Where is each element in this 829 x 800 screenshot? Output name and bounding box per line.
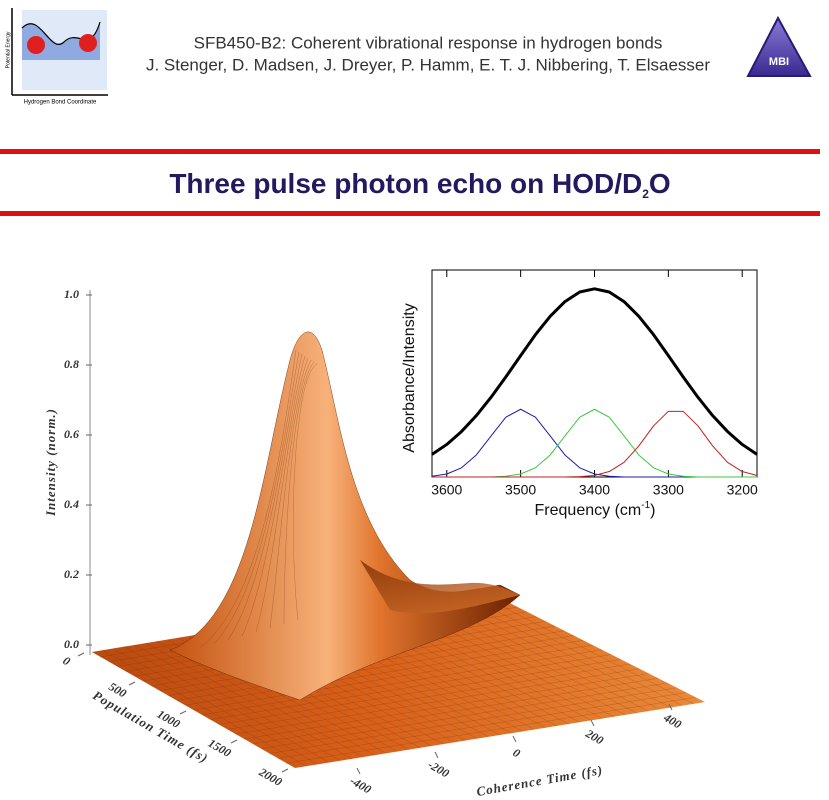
header-subtitle: SFB450-B2: Coherent vibrational response… [194, 33, 663, 52]
mesh-line [124, 646, 330, 763]
peak-mesh [199, 349, 318, 649]
mesh-line [469, 589, 694, 704]
plot-frame [431, 269, 758, 478]
mesh-line [199, 349, 297, 649]
z-tick-label: 1.0 [64, 287, 79, 301]
z-tick-label: 0.2 [64, 567, 79, 581]
coherence-tick [512, 735, 517, 743]
mesh-line [269, 359, 312, 629]
x-tick-label: 3600 [431, 482, 462, 498]
mesh-line [241, 355, 306, 637]
coherence-tick-label: 400 [660, 710, 683, 732]
coherence-tick [356, 767, 361, 775]
z-tick-label: 0.6 [64, 427, 79, 441]
population-tick [230, 739, 238, 744]
mesh-line [293, 363, 318, 621]
x-axis-label: Frequency (cm-1) [535, 500, 656, 520]
coherence-tick-label: -200 [426, 757, 452, 780]
logo-right: MBI [746, 15, 812, 77]
mesh-line [255, 357, 309, 633]
coherence-tick-label: 0 [511, 745, 523, 760]
coherence-tick [590, 719, 595, 727]
title-suffix: O [649, 168, 671, 199]
x-axis-label-sup: -1 [641, 500, 650, 511]
mesh-line [227, 353, 303, 641]
population-tick-label: 0 [61, 653, 73, 668]
coherence-tick-label: -400 [348, 773, 374, 796]
logo-triangle [746, 15, 812, 77]
x-tick-label: 3500 [505, 482, 536, 498]
x-axis-label-suffix: ) [650, 502, 655, 519]
logo-y-label: Potential Energy [5, 31, 11, 68]
coherence-tick-label: 200 [582, 726, 605, 748]
population-tick [281, 768, 289, 773]
coherence-axis-label: Coherence Time (fs) [475, 762, 604, 799]
population-tick [77, 652, 85, 657]
inset-chart: Absorbance/Intensity Frequency (cm-1) 36… [401, 269, 758, 520]
x-tick-label: 3300 [653, 482, 684, 498]
logo-left: Potential Energy Hydrogen Bond Coordinat… [5, 8, 108, 106]
mesh-line [156, 641, 364, 758]
logo-text: MBI [769, 56, 789, 68]
mesh-line [283, 361, 315, 625]
x-tick-label: 3200 [727, 482, 758, 498]
mesh-line [213, 351, 300, 645]
population-tick [128, 681, 136, 686]
mesh-line [113, 648, 318, 765]
title: Three pulse photon echo on HOD/D2O [169, 168, 670, 201]
title-text: Three pulse photon echo on HOD/D [169, 168, 642, 199]
x-tick-label: 3400 [579, 482, 610, 498]
x-axis-label-text: Frequency (cm [535, 502, 642, 519]
population-tick-label: 2000 [256, 764, 285, 789]
series-line [432, 410, 758, 478]
header-authors: J. Stenger, D. Madsen, J. Dreyer, P. Ham… [146, 55, 710, 74]
population-tick [179, 710, 187, 715]
coherence-tick [668, 703, 673, 711]
rule [0, 149, 820, 154]
series-line [431, 287, 758, 456]
population-tick-label: 1500 [206, 736, 234, 760]
z-tick-label: 0.4 [64, 497, 79, 511]
logo-atom [79, 34, 97, 52]
z-axis-label: Intensity (norm.) [43, 408, 58, 517]
surface-ridge [360, 560, 520, 614]
logo-x-label: Hydrogen Bond Coordinate [24, 100, 97, 106]
logo-atom [27, 36, 45, 54]
mesh-line [135, 644, 341, 761]
rule [0, 211, 820, 216]
title-subscript: 2 [642, 187, 649, 201]
z-tick-label: 0.8 [64, 357, 79, 371]
z-tick-label: 0.0 [64, 637, 79, 651]
coherence-tick [434, 751, 439, 759]
mesh-line [102, 650, 307, 767]
y-axis-label: Absorbance/Intensity [401, 303, 418, 452]
mesh-line [145, 642, 353, 759]
